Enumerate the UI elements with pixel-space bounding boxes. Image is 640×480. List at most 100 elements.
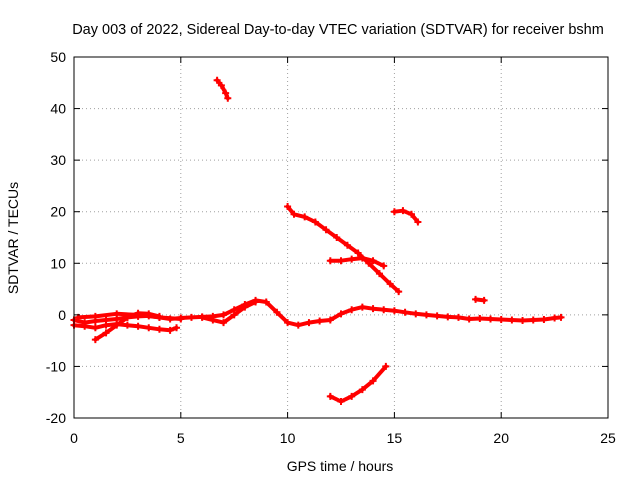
data-point	[123, 321, 131, 329]
data-point	[113, 321, 121, 329]
y-tick-label: 50	[50, 49, 66, 65]
y-tick-label: 10	[50, 255, 66, 271]
data-point	[262, 298, 270, 306]
data-point	[198, 313, 206, 321]
grid-lines	[74, 57, 608, 418]
x-tick-label: 0	[70, 430, 78, 446]
data-point	[476, 314, 484, 322]
data-point	[305, 319, 313, 327]
data-point	[529, 316, 537, 324]
data-point	[166, 326, 174, 334]
data-point	[412, 310, 420, 318]
data-point	[209, 316, 217, 324]
data-point	[326, 257, 334, 265]
data-point	[155, 325, 163, 333]
data-point	[444, 313, 452, 321]
data-point	[497, 315, 505, 323]
y-tick-label: 30	[50, 152, 66, 168]
data-point	[213, 76, 221, 84]
series-line-arc9	[392, 208, 420, 224]
x-axis-label: GPS time / hours	[287, 458, 394, 474]
data-point	[217, 81, 225, 89]
plot-frame	[73, 56, 609, 419]
data-point	[222, 89, 230, 97]
data-point	[230, 311, 238, 319]
data-point	[273, 308, 281, 316]
data-point	[326, 316, 334, 324]
data-point	[487, 315, 495, 323]
data-point	[134, 311, 142, 319]
x-tick-label: 15	[387, 430, 403, 446]
data-point	[284, 319, 292, 327]
data-point	[540, 315, 548, 323]
y-tick-label: 20	[50, 204, 66, 220]
series-line-arc6	[215, 78, 230, 101]
data-point	[333, 234, 341, 241]
data-point	[369, 305, 377, 313]
data-point	[557, 313, 565, 321]
data-point	[348, 255, 356, 263]
data-point	[224, 94, 232, 102]
data-point	[145, 324, 153, 332]
data-point	[433, 312, 441, 320]
data-point	[343, 241, 351, 249]
data-point	[284, 203, 292, 211]
axis-ticks: 0 5 10 15 20 25 -20 -10 0 10 20 30 40 50	[46, 49, 616, 446]
data-point	[480, 296, 488, 304]
data-point	[358, 386, 366, 394]
chart-title: Day 003 of 2022, Sidereal Day-to-day VTE…	[72, 22, 604, 38]
x-tick-label: 20	[493, 430, 509, 446]
data-point	[519, 317, 527, 325]
series-line-arc8	[328, 256, 386, 268]
data-point	[369, 377, 377, 385]
data-point	[102, 329, 110, 337]
data-point	[337, 310, 345, 318]
data-point	[241, 303, 249, 311]
data-point	[369, 257, 377, 265]
data-point	[380, 306, 388, 314]
data-point	[386, 280, 394, 288]
y-tick-label: 0	[58, 307, 66, 323]
data-point	[177, 315, 185, 323]
data-point	[395, 288, 403, 296]
data-point	[91, 312, 99, 320]
data-point	[290, 210, 298, 218]
data-point	[173, 324, 181, 332]
data-point	[348, 306, 356, 314]
data-point	[91, 336, 99, 344]
data-point	[407, 210, 415, 218]
data-point	[294, 321, 302, 329]
data-point	[422, 311, 430, 319]
data-point	[102, 321, 110, 329]
data-point	[220, 311, 228, 319]
data-point	[348, 392, 356, 400]
data-point	[134, 322, 142, 330]
x-tick-label: 5	[177, 430, 185, 446]
data-point	[187, 313, 195, 321]
data-point	[382, 362, 390, 370]
data-point	[113, 310, 121, 318]
data-point	[91, 324, 99, 332]
y-tick-label: 40	[50, 101, 66, 117]
series-line-arc10	[328, 364, 388, 404]
data-point	[472, 295, 480, 303]
data-point	[326, 392, 334, 400]
data-point	[380, 262, 388, 270]
data-point	[354, 249, 362, 257]
data-point	[337, 257, 345, 265]
data-point	[465, 315, 473, 323]
data-point	[337, 397, 345, 405]
data-point	[508, 316, 516, 324]
y-tick-label: -20	[46, 410, 66, 426]
data-point	[358, 303, 366, 311]
x-tick-label: 25	[600, 430, 616, 446]
data-point	[316, 317, 324, 325]
data-point	[454, 313, 462, 321]
x-tick-label: 10	[280, 430, 296, 446]
data-point	[375, 270, 383, 278]
data-point	[322, 226, 330, 234]
data-point	[358, 254, 366, 262]
y-axis-label: SDTVAR / TECUs	[5, 182, 21, 294]
data-point	[401, 308, 409, 316]
